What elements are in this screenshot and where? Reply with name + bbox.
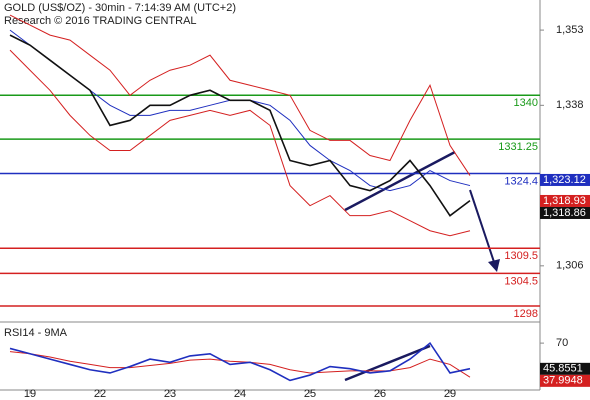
x-tick-label: 19: [24, 388, 36, 400]
series-line: [9, 341, 471, 382]
y-tick-label: 1,338: [556, 99, 584, 111]
trend-line: [344, 150, 456, 212]
chart-title: GOLD (US$/OZ) - 30min - 7:14:39 AM (UTC+…: [4, 2, 236, 14]
chart-subtitle: Research © 2016 TRADING CENTRAL: [4, 15, 197, 27]
price-marker-label: 1,318.93: [543, 195, 586, 207]
x-tick-label: 23: [164, 388, 176, 400]
x-tick-label: 29: [444, 388, 456, 400]
price-marker: [540, 173, 590, 186]
series-line: [9, 49, 471, 237]
level-label: 1304.5: [504, 275, 538, 287]
price-marker: [540, 374, 590, 387]
x-tick-label: 24: [234, 388, 246, 400]
price-marker-label: 1,318.86: [543, 207, 586, 219]
level-label: 1331.25: [498, 141, 538, 153]
level-label: 1309.5: [504, 250, 538, 262]
series-line: [9, 34, 471, 217]
x-tick-label: 25: [304, 388, 316, 400]
y-tick-label: 70: [556, 337, 568, 349]
x-tick-label: 22: [94, 388, 106, 400]
price-marker: [540, 362, 590, 375]
level-label: 1298: [514, 308, 538, 320]
price-marker-label: 1,323.12: [543, 174, 586, 186]
price-marker-label: 45.8551: [543, 363, 583, 375]
rsi-trend-line: [344, 344, 431, 382]
series-line: [9, 14, 471, 176]
rsi-title: RSI14 - 9MA: [4, 327, 68, 339]
x-tick-label: 26: [374, 388, 386, 400]
series-line: [9, 351, 471, 378]
y-tick-label: 1,306: [556, 260, 584, 272]
forecast-arrow: [469, 189, 495, 263]
price-marker: [540, 206, 590, 219]
level-label: 1324.4: [504, 175, 538, 187]
forecast-arrow-head: [488, 259, 500, 272]
level-label: 1340: [514, 97, 538, 109]
y-tick-label: 1,353: [556, 24, 584, 36]
price-marker: [540, 194, 590, 207]
price-marker-label: 37.9948: [543, 375, 583, 387]
